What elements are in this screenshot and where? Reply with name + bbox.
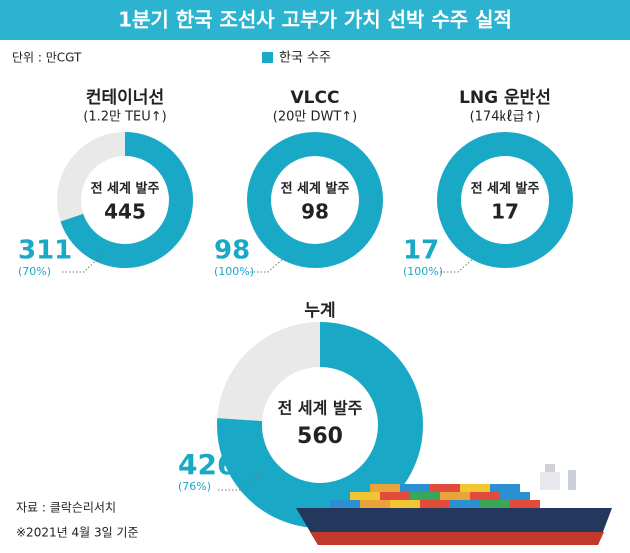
ship — [296, 464, 612, 545]
value-label: 426 — [178, 448, 236, 481]
unit-label: 단위 : 만CGT — [12, 51, 82, 65]
donut-title: 컨테이너선 — [86, 88, 164, 108]
center-label: 전 세계 발주 — [91, 181, 160, 197]
center-label: 전 세계 발주 — [471, 181, 540, 197]
donut-title: VLCC — [291, 88, 340, 108]
leader-line — [250, 257, 285, 273]
leader-line — [440, 257, 475, 273]
date-note: ※2021년 4월 3일 기준 — [16, 526, 139, 540]
share-label: (100%) — [403, 265, 443, 278]
donut-segment — [60, 132, 193, 268]
total-label: 445 — [104, 200, 146, 224]
legend-label: 한국 수주 — [279, 51, 331, 66]
leader-line — [218, 471, 263, 491]
donut-segment — [216, 322, 423, 528]
donut-segment — [437, 132, 573, 268]
total-label: 560 — [297, 424, 343, 449]
title-bar — [0, 0, 630, 40]
leader-line — [62, 253, 104, 273]
total-label: 98 — [301, 200, 329, 224]
donut-subtitle: (20만 DWT↑) — [273, 110, 357, 125]
center-label: 전 세계 발주 — [278, 399, 363, 418]
value-label: 17 — [403, 236, 439, 266]
chart-title: 1분기 한국 조선사 고부가 가치 선박 수주 실적 — [118, 8, 512, 32]
donut-title: LNG 운반선 — [459, 88, 551, 108]
value-label: 98 — [214, 236, 250, 266]
value-label: 311 — [18, 236, 72, 266]
share-label: (70%) — [18, 265, 51, 278]
donut-subtitle: (1.2만 TEU↑) — [83, 110, 166, 125]
center-label: 전 세계 발주 — [281, 181, 350, 197]
donut-title: 누계 — [304, 301, 335, 321]
total-label: 17 — [491, 200, 519, 224]
source-note: 자료 : 클락슨리서치 — [16, 501, 116, 515]
legend-swatch — [262, 52, 273, 63]
donut-subtitle: (174㎘급↑) — [470, 110, 541, 125]
donut-segment — [246, 131, 383, 269]
share-label: (100%) — [214, 265, 254, 278]
share-label: (76%) — [178, 480, 211, 493]
